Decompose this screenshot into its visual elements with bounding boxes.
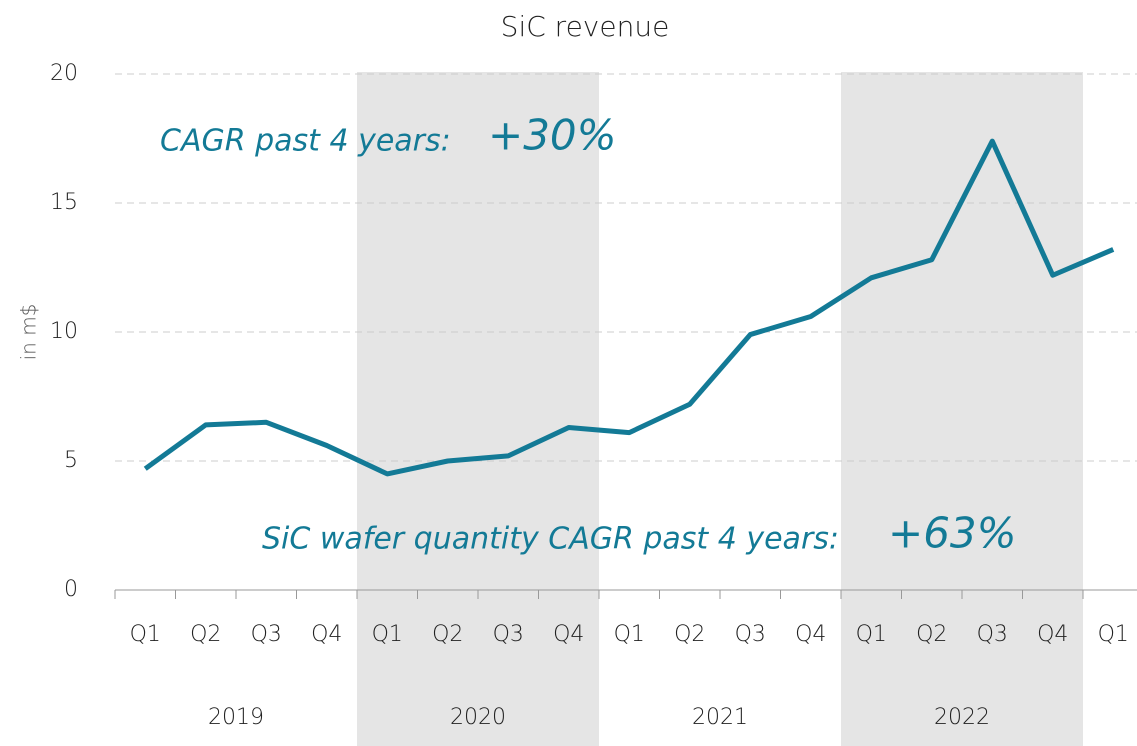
year-label: 2019	[208, 705, 264, 730]
y-tick-label: 5	[64, 448, 78, 473]
year-label: 2020	[450, 705, 506, 730]
annotation-value: +30%	[488, 111, 617, 160]
y-tick-label: 20	[50, 61, 78, 86]
year-band	[841, 72, 1083, 746]
annotation-text: SiC wafer quantity CAGR past 4 years:	[262, 522, 839, 557]
x-tick-label: Q1	[614, 622, 645, 647]
x-tick-label: Q3	[493, 622, 524, 647]
x-tick-label: Q2	[916, 622, 947, 647]
y-tick-label: 10	[50, 319, 78, 344]
x-tick-label: Q4	[311, 622, 342, 647]
year-band	[357, 72, 599, 746]
x-tick-label: Q3	[735, 622, 766, 647]
x-tick-label: Q1	[130, 622, 161, 647]
y-tick-label: 15	[50, 190, 78, 215]
x-tick-label: Q1	[372, 622, 403, 647]
line	[143, 138, 1115, 477]
x-tick-label: Q2	[674, 622, 705, 647]
x-tick-label: Q1	[856, 622, 887, 647]
x-tick-label: Q1	[1098, 622, 1129, 647]
year-bands	[357, 72, 1083, 746]
year-label: 2022	[934, 705, 990, 730]
chart-title: SiC revenue	[501, 10, 670, 43]
x-tick-label: Q2	[432, 622, 463, 647]
annotation-value: +63%	[888, 509, 1017, 558]
x-tick-label: Q4	[553, 622, 584, 647]
x-tick-label: Q4	[795, 622, 826, 647]
y-axis-label: in m$	[17, 304, 41, 361]
x-tick-label: Q3	[251, 622, 282, 647]
y-tick-label: 0	[64, 577, 78, 602]
year-label: 2021	[692, 705, 748, 730]
x-tick-label: Q2	[190, 622, 221, 647]
x-tick-label: Q3	[977, 622, 1008, 647]
x-tick-label: Q4	[1037, 622, 1068, 647]
annotation-text: CAGR past 4 years:	[160, 124, 451, 159]
